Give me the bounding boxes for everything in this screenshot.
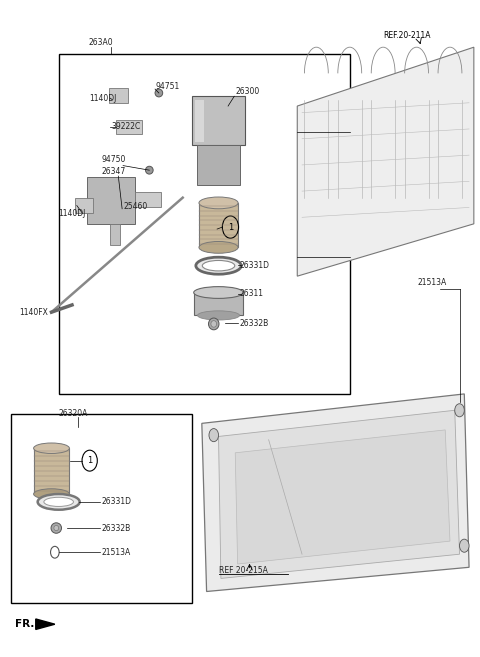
Ellipse shape xyxy=(37,494,80,510)
Text: 26331D: 26331D xyxy=(239,261,269,269)
Text: 21513A: 21513A xyxy=(418,278,447,287)
Text: 263A0: 263A0 xyxy=(89,38,113,47)
Ellipse shape xyxy=(202,260,235,271)
FancyBboxPatch shape xyxy=(192,97,245,145)
Polygon shape xyxy=(297,47,474,276)
Text: 26311: 26311 xyxy=(239,289,263,298)
Polygon shape xyxy=(36,619,55,629)
Ellipse shape xyxy=(199,197,238,209)
Ellipse shape xyxy=(145,166,153,174)
Text: 26331D: 26331D xyxy=(102,497,132,507)
Text: REF 20-215A: REF 20-215A xyxy=(218,566,267,575)
Circle shape xyxy=(455,404,464,417)
Ellipse shape xyxy=(198,311,240,320)
Ellipse shape xyxy=(194,286,243,298)
Ellipse shape xyxy=(196,257,241,274)
Ellipse shape xyxy=(54,526,59,531)
FancyBboxPatch shape xyxy=(194,292,243,315)
Text: 26347: 26347 xyxy=(102,167,126,176)
Text: 21513A: 21513A xyxy=(102,548,131,556)
Ellipse shape xyxy=(208,318,219,330)
Ellipse shape xyxy=(211,321,216,327)
Ellipse shape xyxy=(34,489,70,499)
Text: 94751: 94751 xyxy=(156,82,180,91)
Bar xyxy=(11,413,192,603)
Text: 26332B: 26332B xyxy=(239,319,268,328)
FancyBboxPatch shape xyxy=(75,198,94,213)
FancyBboxPatch shape xyxy=(116,120,142,134)
Text: 1: 1 xyxy=(87,456,92,465)
Circle shape xyxy=(50,547,59,558)
Text: 94750: 94750 xyxy=(102,155,126,164)
Text: 26332B: 26332B xyxy=(102,524,131,533)
FancyBboxPatch shape xyxy=(87,177,135,224)
Ellipse shape xyxy=(44,497,73,507)
Circle shape xyxy=(459,539,469,553)
Bar xyxy=(59,54,350,394)
Ellipse shape xyxy=(155,89,163,97)
Text: 1: 1 xyxy=(228,223,233,232)
Text: 1140FX: 1140FX xyxy=(20,307,48,317)
FancyBboxPatch shape xyxy=(135,193,161,207)
Text: FR.: FR. xyxy=(15,619,34,629)
Text: 39222C: 39222C xyxy=(111,122,140,131)
Text: 1140DJ: 1140DJ xyxy=(59,209,86,218)
Text: 26300: 26300 xyxy=(235,87,260,95)
FancyBboxPatch shape xyxy=(199,203,238,248)
FancyBboxPatch shape xyxy=(195,99,204,142)
Ellipse shape xyxy=(199,242,238,253)
FancyBboxPatch shape xyxy=(110,224,120,245)
Circle shape xyxy=(209,428,218,442)
Text: REF.20-211A: REF.20-211A xyxy=(383,31,431,40)
Text: 25460: 25460 xyxy=(123,202,147,211)
FancyBboxPatch shape xyxy=(197,145,240,185)
Polygon shape xyxy=(218,410,459,578)
Ellipse shape xyxy=(51,523,61,533)
Polygon shape xyxy=(235,430,450,564)
Polygon shape xyxy=(202,394,469,591)
Text: 26320A: 26320A xyxy=(59,409,88,418)
Text: 1140DJ: 1140DJ xyxy=(89,94,116,102)
FancyBboxPatch shape xyxy=(109,89,128,102)
Ellipse shape xyxy=(34,443,70,453)
FancyBboxPatch shape xyxy=(34,448,70,494)
